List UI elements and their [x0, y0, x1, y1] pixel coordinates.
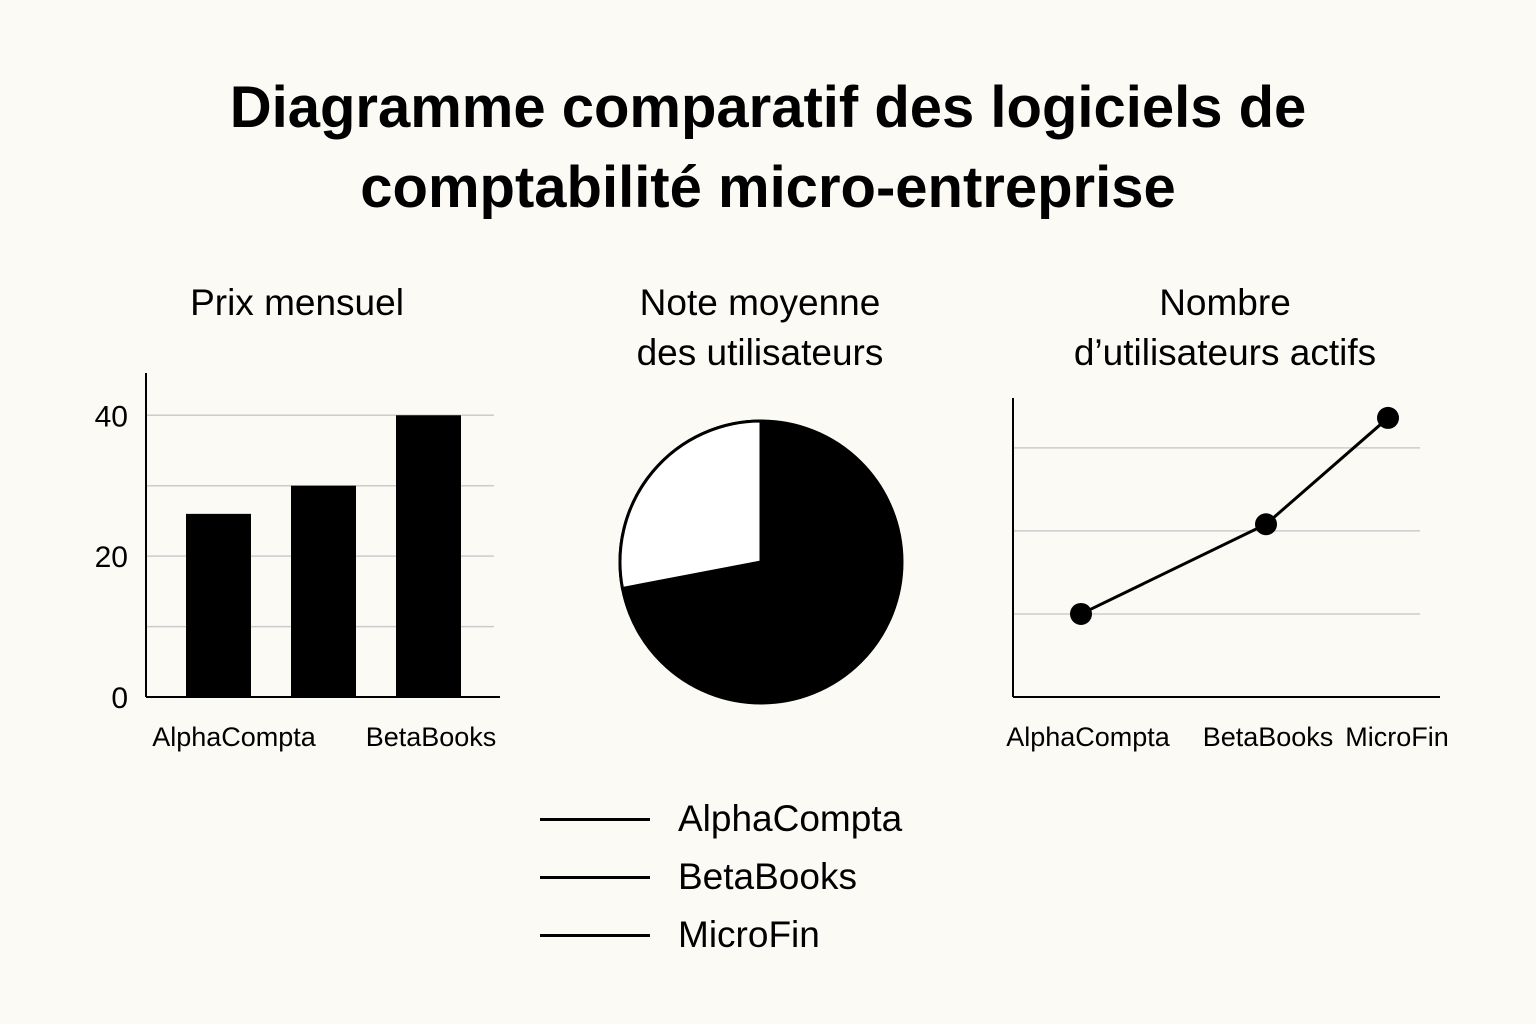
- bar-y-tick-label: 20: [95, 541, 128, 574]
- page-title-line-2: comptabilité micro-entreprise: [360, 155, 1176, 220]
- legend-item-alphacompta: AlphaCompta: [540, 790, 902, 848]
- legend-label: AlphaCompta: [678, 798, 903, 839]
- bar-1: [186, 513, 251, 697]
- line-point-2: [1255, 513, 1277, 536]
- legend-swatch: [540, 875, 650, 879]
- pie-chart-title: Note moyenne des utilisateurs: [560, 278, 960, 378]
- line-category-label: AlphaCompta: [1006, 722, 1171, 752]
- pie-chart: [618, 419, 904, 705]
- legend-item-betabooks: BetaBooks: [540, 848, 902, 906]
- page-title-line-1: Diagramme comparatif des logiciels de: [229, 75, 1307, 140]
- line-category-label: BetaBooks: [1203, 722, 1334, 752]
- line-chart: AlphaCompta BetaBooks MicroFin: [1006, 398, 1449, 752]
- bar-category-label: BetaBooks: [366, 722, 497, 752]
- bar-chart: 0 20 40 AlphaCompta BetaBooks: [95, 373, 500, 752]
- line-point-3: [1377, 406, 1399, 429]
- legend: AlphaCompta BetaBooks MicroFin: [540, 790, 902, 964]
- line-category-label: MicroFin: [1345, 722, 1449, 752]
- bar-2: [291, 485, 356, 697]
- bar-3: [396, 415, 461, 697]
- line-chart-title: Nombre d’utilisateurs actifs: [1000, 278, 1450, 378]
- line-chart-title-line-2: d’utilisateurs actifs: [1073, 332, 1377, 373]
- bar-y-tick-label: 0: [111, 682, 128, 715]
- line-point-1: [1070, 602, 1092, 625]
- line-chart-title-line-1: Nombre: [1159, 282, 1291, 323]
- legend-swatch: [540, 933, 650, 937]
- pie-chart-title-line-2: des utilisateurs: [636, 332, 884, 373]
- pie-slice-2: [618, 419, 763, 591]
- legend-label: BetaBooks: [678, 856, 857, 897]
- pie-chart-title-line-1: Note moyenne: [639, 282, 881, 323]
- page-title: Diagramme comparatif des logiciels de co…: [0, 68, 1536, 228]
- bar-y-tick-label: 40: [95, 400, 128, 433]
- bar-chart-title: Prix mensuel: [97, 278, 497, 328]
- legend-item-microfin: MicroFin: [540, 906, 902, 964]
- bar-chart-title-line-1: Prix mensuel: [190, 282, 404, 323]
- legend-label: MicroFin: [678, 914, 820, 955]
- legend-swatch: [540, 817, 650, 821]
- bar-category-label: AlphaCompta: [152, 722, 317, 752]
